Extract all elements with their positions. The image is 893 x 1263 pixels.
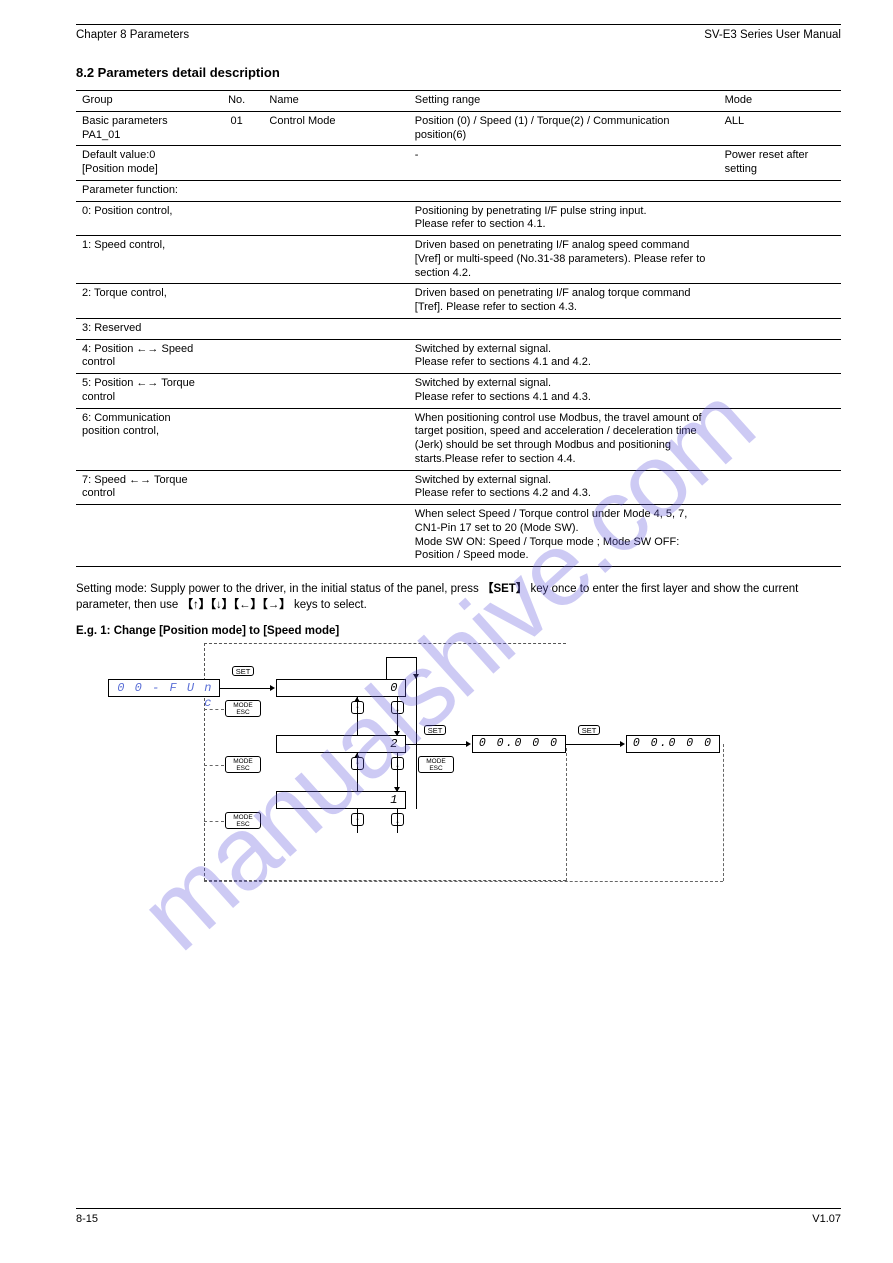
lcd-value-2: 2 xyxy=(276,735,406,753)
table-cell: 2: Torque control, xyxy=(76,284,210,319)
table-cell xyxy=(210,408,264,470)
footer-version: V1.07 xyxy=(812,1213,841,1225)
table-cell: Switched by external signal.Please refer… xyxy=(409,470,719,505)
mode-esc-button-icon: MODEESC xyxy=(225,756,261,773)
lcd-value-1: 1 xyxy=(276,791,406,809)
table-cell xyxy=(263,374,408,409)
table-cell xyxy=(210,236,264,284)
section-title: 8.2 Parameters detail description xyxy=(76,65,841,80)
table-cell xyxy=(719,339,841,374)
table-cell xyxy=(210,470,264,505)
table-cell: Power reset after setting xyxy=(719,146,841,181)
th-group: Group xyxy=(76,91,210,112)
lcd-value-0: 0 xyxy=(276,679,406,697)
lcd-func: 0 0 - F U n c xyxy=(108,679,220,697)
mode-esc-button-icon: MODEESC xyxy=(225,812,261,829)
table-cell: Parameter function: xyxy=(76,180,210,201)
set-button-icon: SET xyxy=(578,725,600,735)
table-cell: 7: Speed ←→ Torque control xyxy=(76,470,210,505)
footer-page: 8-15 xyxy=(76,1213,98,1225)
table-cell xyxy=(719,236,841,284)
table-cell xyxy=(210,146,264,181)
table-cell: Driven based on penetrating I/F analog s… xyxy=(409,236,719,284)
table-cell xyxy=(210,505,264,567)
table-cell xyxy=(719,505,841,567)
table-cell xyxy=(263,180,408,201)
set-button-icon: SET xyxy=(232,666,254,676)
header-manual: SV-E3 Series User Manual xyxy=(704,29,841,41)
table-cell: Basic parametersPA1_01 xyxy=(76,111,210,146)
table-cell xyxy=(719,201,841,236)
table-cell xyxy=(210,318,264,339)
mode-esc-button-icon: MODEESC xyxy=(418,756,454,773)
table-cell: Positioning by penetrating I/F pulse str… xyxy=(409,201,719,236)
parameter-table: Group No. Name Setting range Mode Basic … xyxy=(76,90,841,567)
table-cell xyxy=(263,201,408,236)
table-cell: Switched by external signal.Please refer… xyxy=(409,339,719,374)
table-cell: When select Speed / Torque control under… xyxy=(409,505,719,567)
table-cell xyxy=(263,339,408,374)
table-cell xyxy=(263,146,408,181)
table-cell xyxy=(263,470,408,505)
table-cell: 0: Position control, xyxy=(76,201,210,236)
setting-mode-text: Setting mode: Supply power to the driver… xyxy=(76,581,841,613)
table-cell: 1: Speed control, xyxy=(76,236,210,284)
set-button-icon: SET xyxy=(424,725,446,735)
table-cell xyxy=(263,284,408,319)
th-mode: Mode xyxy=(719,91,841,112)
table-cell: Switched by external signal.Please refer… xyxy=(409,374,719,409)
table-cell xyxy=(263,236,408,284)
table-cell: 3: Reserved xyxy=(76,318,210,339)
table-cell: When positioning control use Modbus, the… xyxy=(409,408,719,470)
table-cell xyxy=(210,180,264,201)
table-cell xyxy=(719,318,841,339)
mode-esc-button-icon: MODEESC xyxy=(225,700,261,717)
table-cell: 4: Position ←→ Speed control xyxy=(76,339,210,374)
table-cell: ALL xyxy=(719,111,841,146)
table-cell: 6: Communication position control, xyxy=(76,408,210,470)
th-name: Name xyxy=(263,91,408,112)
table-cell xyxy=(409,318,719,339)
table-cell xyxy=(263,408,408,470)
table-cell xyxy=(719,180,841,201)
table-cell xyxy=(76,505,210,567)
table-cell xyxy=(210,201,264,236)
header-chapter: Chapter 8 Parameters xyxy=(76,29,189,41)
table-cell xyxy=(210,339,264,374)
table-cell xyxy=(719,374,841,409)
th-range: Setting range xyxy=(409,91,719,112)
table-cell: Driven based on penetrating I/F analog t… xyxy=(409,284,719,319)
table-cell xyxy=(719,408,841,470)
table-cell xyxy=(210,284,264,319)
page-footer: 8-15 V1.07 xyxy=(76,1208,841,1225)
lcd-right: 0 0.0 0 0 xyxy=(626,735,720,753)
table-cell: Default value:0[Position mode] xyxy=(76,146,210,181)
table-cell xyxy=(263,318,408,339)
header-divider xyxy=(76,24,841,25)
table-cell xyxy=(263,505,408,567)
page-header: Chapter 8 Parameters SV-E3 Series User M… xyxy=(76,29,841,41)
table-cell xyxy=(210,374,264,409)
table-cell xyxy=(719,470,841,505)
mode-change-diagram: 0 0 - F U n c SET 0 MODEESC ↑ ↓ 2 MODEES… xyxy=(126,643,686,903)
table-cell xyxy=(409,180,719,201)
lcd-mid: 0 0.0 0 0 xyxy=(472,735,566,753)
th-no: No. xyxy=(210,91,264,112)
table-cell xyxy=(719,284,841,319)
table-cell: 5: Position ←→ Torque control xyxy=(76,374,210,409)
example-title: E.g. 1: Change [Position mode] to [Speed… xyxy=(76,625,841,637)
table-cell: Control Mode xyxy=(263,111,408,146)
table-cell: - xyxy=(409,146,719,181)
table-cell: Position (0) / Speed (1) / Torque(2) / C… xyxy=(409,111,719,146)
table-cell: 01 xyxy=(210,111,264,146)
